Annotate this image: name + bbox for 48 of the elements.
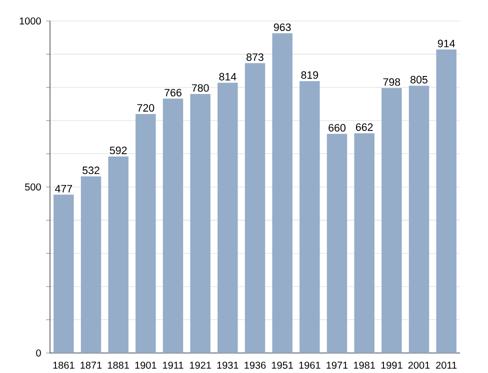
data-label: 805	[410, 76, 428, 84]
data-label: 963	[274, 23, 291, 32]
bar	[408, 86, 430, 353]
bar	[436, 50, 456, 353]
data-label: 798	[383, 78, 400, 86]
bar	[326, 134, 348, 353]
x-tick-label: 1881	[108, 362, 129, 369]
bar	[354, 133, 374, 353]
y-tick-label: 500	[25, 183, 41, 191]
data-label: 532	[82, 166, 100, 174]
bar	[136, 114, 156, 353]
data-label: 873	[246, 53, 264, 61]
bar	[80, 176, 102, 353]
x-tick-label: 1991	[381, 362, 402, 369]
bar	[382, 88, 402, 353]
bar	[190, 94, 210, 353]
data-label: 766	[164, 88, 182, 96]
x-tick-label: 1931	[217, 362, 238, 369]
bar	[272, 33, 292, 353]
data-label: 660	[328, 124, 346, 132]
data-label: 819	[301, 71, 318, 79]
x-tick-label: 1961	[299, 362, 320, 369]
x-tick-label: 1951	[272, 362, 293, 369]
bar	[108, 156, 128, 353]
x-tick-label: 1981	[354, 362, 375, 369]
data-label: 814	[219, 72, 236, 80]
bar	[218, 82, 238, 353]
y-tick-label: 1000	[20, 17, 41, 25]
x-tick-label: 1911	[163, 362, 184, 369]
y-tick-label: 0	[36, 349, 41, 357]
x-tick-label: 1901	[135, 362, 156, 369]
data-label: 914	[438, 40, 455, 48]
x-tick-label: 1871	[80, 362, 102, 369]
bar	[244, 63, 266, 353]
bar	[162, 98, 184, 353]
bar	[300, 81, 320, 353]
data-label: 592	[110, 146, 127, 154]
x-tick-label: 1861	[53, 362, 74, 369]
x-tick-label: 1936	[244, 362, 266, 369]
data-label: 662	[356, 123, 373, 131]
x-tick-label: 2011	[436, 362, 457, 369]
x-tick-label: 1971	[326, 362, 348, 369]
data-label: 720	[137, 104, 154, 112]
x-tick-label: 2001	[408, 362, 430, 369]
x-tick-label: 1921	[190, 362, 211, 369]
bar	[54, 194, 74, 353]
data-label: 477	[55, 185, 72, 192]
data-label: 780	[192, 84, 209, 92]
